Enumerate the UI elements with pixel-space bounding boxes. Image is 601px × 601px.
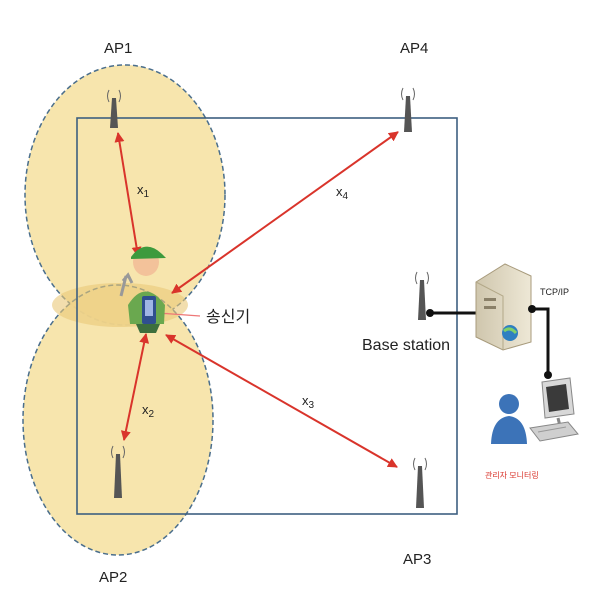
ap1-label: AP1 [104, 40, 132, 57]
monitor-label: 관리자 모니터링 [485, 470, 539, 480]
x4-subscript: 4 [343, 191, 349, 202]
x3-label: x3 [302, 393, 315, 411]
transmitter-label: 송신기 [206, 308, 250, 326]
antenna-icon [402, 88, 415, 132]
coverage-overlap [52, 283, 188, 327]
server-icon [476, 264, 531, 350]
base-station-label: Base station [362, 337, 450, 354]
antenna-icon [414, 458, 427, 508]
computer-icon [530, 378, 578, 441]
x2-subscript: 2 [149, 409, 155, 420]
x3-subscript: 3 [309, 400, 315, 411]
x4-label: x4 [336, 184, 349, 202]
x1-subscript: 1 [144, 189, 150, 200]
ap3-label: AP3 [403, 551, 431, 568]
ap4-label: AP4 [400, 40, 428, 57]
tcpip-link [532, 309, 548, 375]
tcpip-label: TCP/IP [540, 287, 569, 297]
user-icon [491, 394, 527, 444]
ap2-label: AP2 [99, 569, 127, 586]
